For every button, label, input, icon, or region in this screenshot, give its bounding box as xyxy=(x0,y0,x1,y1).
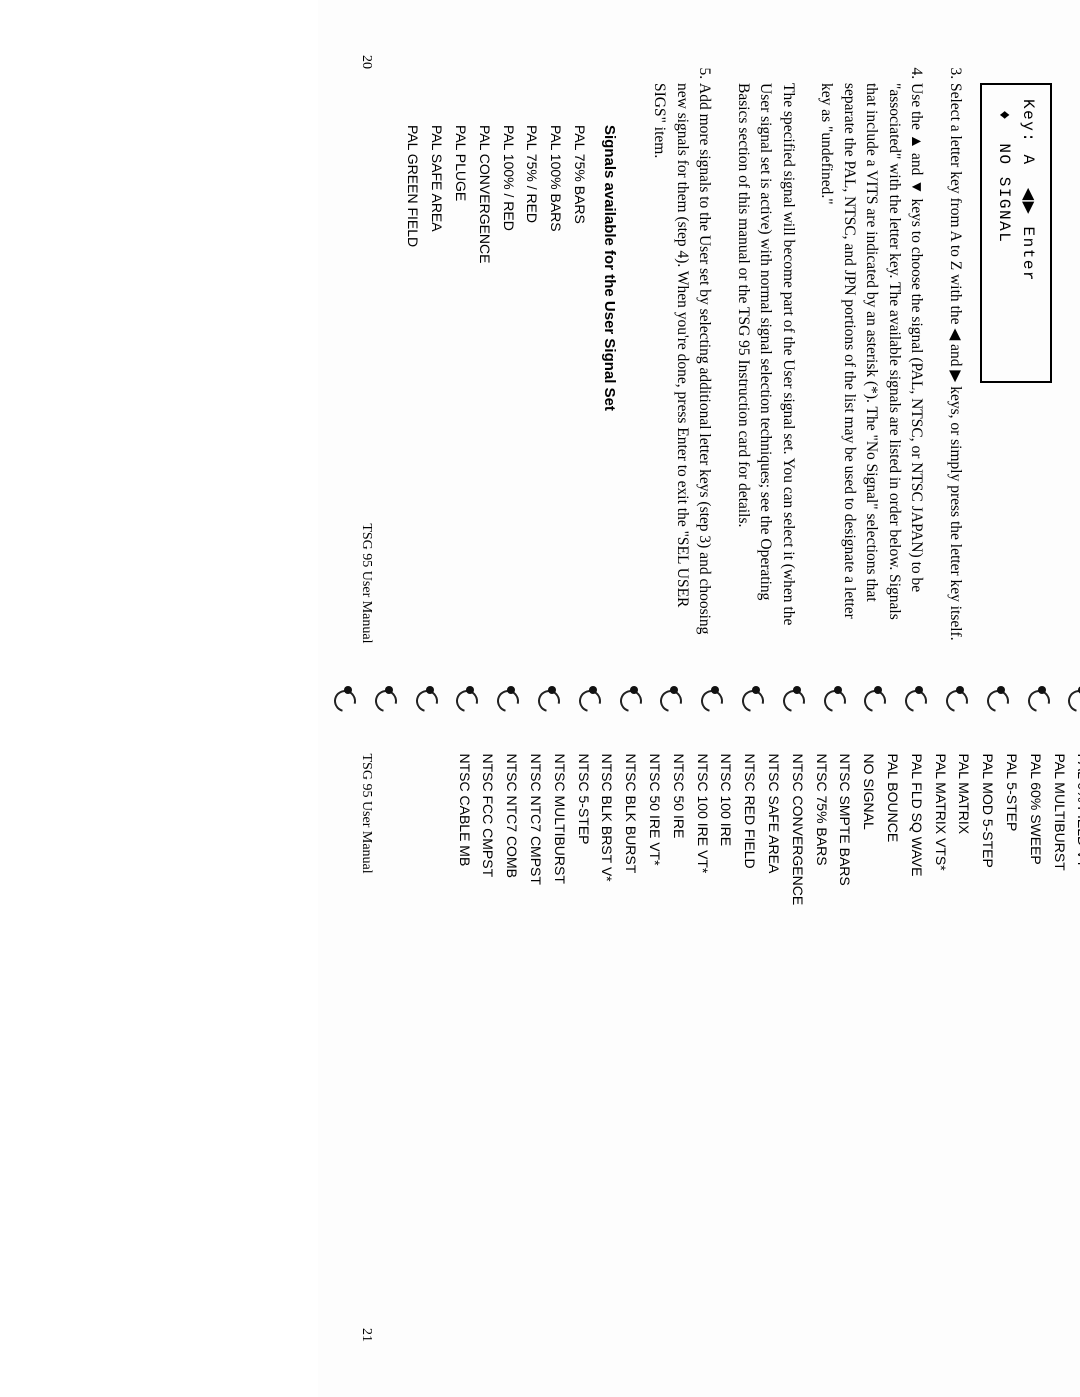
list-item: NTSC CABLE MB xyxy=(452,754,476,1343)
left-page: Reference Creating/Editing the User Sign… xyxy=(318,0,1080,699)
list-item: PAL 75% / RED xyxy=(520,125,544,644)
signals-list-left: PAL 75% BARS PAL 100% BARS PAL 75% / RED… xyxy=(401,125,591,644)
page-spread: Reference Creating/Editing the User Sign… xyxy=(318,0,1080,1397)
steps-list-5: Add more signals to the User set by sele… xyxy=(632,55,715,644)
list-item: PAL FLD SQ WAVE xyxy=(904,754,928,1343)
list-item: PAL MATRIX xyxy=(952,754,976,1343)
list-item: PAL 0% FIELD VT* xyxy=(1071,754,1080,1343)
list-item: PAL 100% BARS xyxy=(543,125,567,644)
list-item: PAL MOD 5-STEP xyxy=(975,754,999,1343)
steps-list-3: Select a letter key from A to Z with the… xyxy=(799,55,966,644)
list-item: NTSC 50 IRE VT* xyxy=(642,754,666,1343)
list-item: NTSC BLK BRST V* xyxy=(595,754,619,1343)
list-item: PAL PLUGE xyxy=(448,125,472,644)
step-4: Use the ▲ and ▼ keys to choose the signa… xyxy=(815,83,927,644)
footer-right: TSG 95 User Manual 21 xyxy=(358,754,394,1343)
list-item: NTSC FCC CMPST xyxy=(476,754,500,1343)
lcd2-line2: ♦ NO SIGNAL xyxy=(995,99,1013,243)
list-item: NTSC SAFE AREA xyxy=(761,754,785,1343)
list-item: NTSC 100 IRE xyxy=(714,754,738,1343)
list-item: NTSC CONVERGENCE xyxy=(785,754,809,1343)
list-item: NTSC MULTIBURST xyxy=(547,754,571,1343)
footer-left: 20 TSG 95 User Manual xyxy=(358,55,394,644)
list-item: NTSC BLK BURST xyxy=(618,754,642,1343)
signals-subhead-left: Signals available for the User Signal Se… xyxy=(601,125,618,644)
lcd-display-2: Key: A ◀▶ Enter ♦ NO SIGNAL xyxy=(980,83,1052,383)
list-item: PAL 75% BARS xyxy=(567,125,591,644)
list-item: NO SIGNAL xyxy=(856,754,880,1343)
list-item: NTSC NTC7 COMB xyxy=(500,754,524,1343)
list-item: PAL 100% / RED xyxy=(496,125,520,644)
step-5: Add more signals to the User set by sele… xyxy=(648,83,715,644)
manual-name-left: TSG 95 User Manual xyxy=(358,523,374,643)
manual-name-right: TSG 95 User Manual xyxy=(358,754,374,874)
page-number-left: 20 xyxy=(358,55,374,69)
list-item: PAL CONVERGENCE xyxy=(472,125,496,644)
list-item: NTSC 50 IRE xyxy=(666,754,690,1343)
right-page: Reference Signals available for the User… xyxy=(318,699,1080,1397)
list-item: NTSC RED FIELD xyxy=(737,754,761,1343)
list-item: PAL MATRIX VTS* xyxy=(928,754,952,1343)
step4-followup: The specified signal will become part of… xyxy=(731,83,798,644)
page-number-right: 21 xyxy=(358,1328,374,1342)
lcd2-line1: Key: A ◀▶ Enter xyxy=(1019,99,1037,282)
list-item: NTSC 100 IRE VT* xyxy=(690,754,714,1343)
list-item: NTSC SMPTE BARS xyxy=(833,754,857,1343)
signals-list-right: PAL BLUE FIELD PAL RED FIELD PAL 100% FI… xyxy=(452,754,1080,1343)
list-item: NTSC 5-STEP xyxy=(571,754,595,1343)
list-item: PAL SAFE AREA xyxy=(424,125,448,644)
steps-list-2: Press Enter to edit the User signal set.… xyxy=(1062,55,1080,644)
step-3: Select a letter key from A to Z with the… xyxy=(943,83,965,644)
list-item: PAL 60% SWEEP xyxy=(1023,754,1047,1343)
list-item: NTSC NTC7 CMPST xyxy=(523,754,547,1343)
list-item: PAL GREEN FIELD xyxy=(401,125,425,644)
list-item: NTSC 75% BARS xyxy=(809,754,833,1343)
list-item: PAL MULTIBURST xyxy=(1047,754,1071,1343)
list-item: PAL BOUNCE xyxy=(880,754,904,1343)
list-item: PAL 5-STEP xyxy=(999,754,1023,1343)
